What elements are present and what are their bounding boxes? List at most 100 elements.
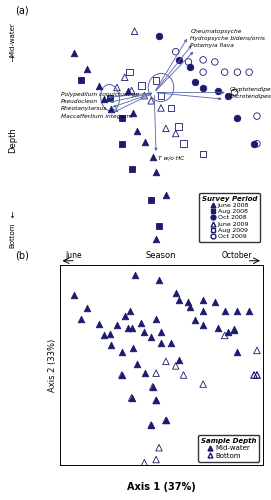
Point bbox=[102, 96, 106, 104]
Point bbox=[109, 340, 113, 348]
Point bbox=[150, 383, 155, 391]
Point bbox=[255, 140, 259, 148]
Point bbox=[225, 328, 230, 336]
Point bbox=[139, 319, 144, 327]
Point bbox=[222, 332, 227, 340]
Text: ↓: ↓ bbox=[9, 210, 16, 220]
Point bbox=[109, 106, 113, 114]
Point bbox=[159, 104, 163, 112]
Point bbox=[173, 362, 178, 370]
Text: Axis 1 (37%): Axis 1 (37%) bbox=[127, 482, 196, 492]
Point bbox=[134, 128, 139, 136]
Point bbox=[225, 92, 230, 100]
Point bbox=[120, 114, 124, 122]
Point bbox=[222, 308, 227, 316]
Point bbox=[181, 140, 186, 148]
Point bbox=[142, 328, 147, 336]
Point bbox=[176, 56, 181, 64]
Text: Mid-water: Mid-water bbox=[9, 22, 15, 58]
Point bbox=[79, 314, 83, 322]
Point bbox=[247, 68, 251, 76]
Point bbox=[115, 321, 119, 329]
Point bbox=[216, 86, 220, 94]
Point bbox=[150, 383, 155, 391]
Point bbox=[176, 296, 181, 304]
Point bbox=[176, 356, 181, 364]
Point bbox=[188, 303, 193, 311]
Point bbox=[97, 320, 101, 328]
Point bbox=[131, 344, 135, 351]
Text: ↑: ↑ bbox=[9, 56, 16, 64]
Point bbox=[186, 58, 191, 66]
Point bbox=[201, 380, 205, 388]
Point bbox=[157, 276, 161, 283]
Point bbox=[255, 371, 259, 379]
Point bbox=[72, 290, 76, 298]
Point bbox=[193, 316, 198, 324]
Point bbox=[235, 348, 240, 356]
Point bbox=[154, 456, 158, 464]
Point bbox=[120, 140, 124, 148]
Point bbox=[139, 82, 144, 90]
Point bbox=[255, 371, 259, 379]
Point bbox=[173, 289, 178, 297]
Point bbox=[173, 130, 178, 138]
Point bbox=[97, 82, 101, 90]
Point bbox=[84, 64, 89, 72]
Text: Bottom: Bottom bbox=[9, 222, 15, 248]
Point bbox=[130, 166, 134, 173]
Point bbox=[164, 416, 168, 424]
Text: Hydropsyche bidens/orris: Hydropsyche bidens/orris bbox=[191, 36, 265, 41]
Text: Polypedilum convictum gp: Polypedilum convictum gp bbox=[61, 92, 139, 96]
Point bbox=[130, 324, 134, 332]
Point bbox=[159, 92, 163, 100]
Point bbox=[157, 32, 161, 40]
Point bbox=[79, 76, 83, 84]
Text: Season: Season bbox=[146, 252, 176, 260]
Point bbox=[201, 84, 205, 92]
Point bbox=[126, 86, 130, 94]
Point bbox=[122, 312, 127, 320]
Point bbox=[126, 324, 130, 332]
Point bbox=[108, 330, 112, 338]
Point bbox=[201, 150, 205, 158]
Point bbox=[120, 371, 124, 379]
Legend: Mid-water, Bottom: Mid-water, Bottom bbox=[198, 435, 259, 462]
Point bbox=[157, 222, 161, 230]
Text: (b): (b) bbox=[15, 251, 29, 261]
Text: Depth: Depth bbox=[8, 127, 17, 153]
Point bbox=[255, 346, 259, 354]
Text: (a): (a) bbox=[15, 6, 28, 16]
Point bbox=[134, 360, 139, 368]
Point bbox=[133, 271, 137, 279]
Point bbox=[130, 394, 134, 402]
Point bbox=[149, 421, 153, 429]
Point bbox=[131, 109, 135, 117]
Point bbox=[164, 358, 168, 366]
Point bbox=[127, 308, 132, 316]
Point bbox=[120, 348, 124, 356]
Point bbox=[133, 27, 137, 35]
Point bbox=[181, 371, 186, 379]
Text: October: October bbox=[221, 252, 252, 260]
Point bbox=[173, 48, 178, 56]
Point bbox=[169, 339, 173, 347]
Point bbox=[201, 296, 205, 304]
Point bbox=[201, 308, 205, 316]
Point bbox=[176, 122, 181, 130]
Text: Pseudocleon: Pseudocleon bbox=[61, 100, 98, 104]
Text: Rheotanytarsus: Rheotanytarsus bbox=[61, 106, 107, 112]
Point bbox=[149, 421, 153, 429]
Point bbox=[122, 74, 127, 82]
Point bbox=[216, 324, 220, 332]
Point bbox=[247, 308, 251, 316]
Text: Potamyia flava: Potamyia flava bbox=[191, 43, 234, 48]
Point bbox=[159, 339, 163, 347]
Point bbox=[130, 394, 134, 402]
Point bbox=[252, 371, 256, 379]
Point bbox=[252, 140, 256, 148]
Point bbox=[115, 84, 119, 92]
Point bbox=[169, 104, 173, 112]
Point bbox=[127, 68, 132, 76]
Point bbox=[149, 196, 153, 204]
